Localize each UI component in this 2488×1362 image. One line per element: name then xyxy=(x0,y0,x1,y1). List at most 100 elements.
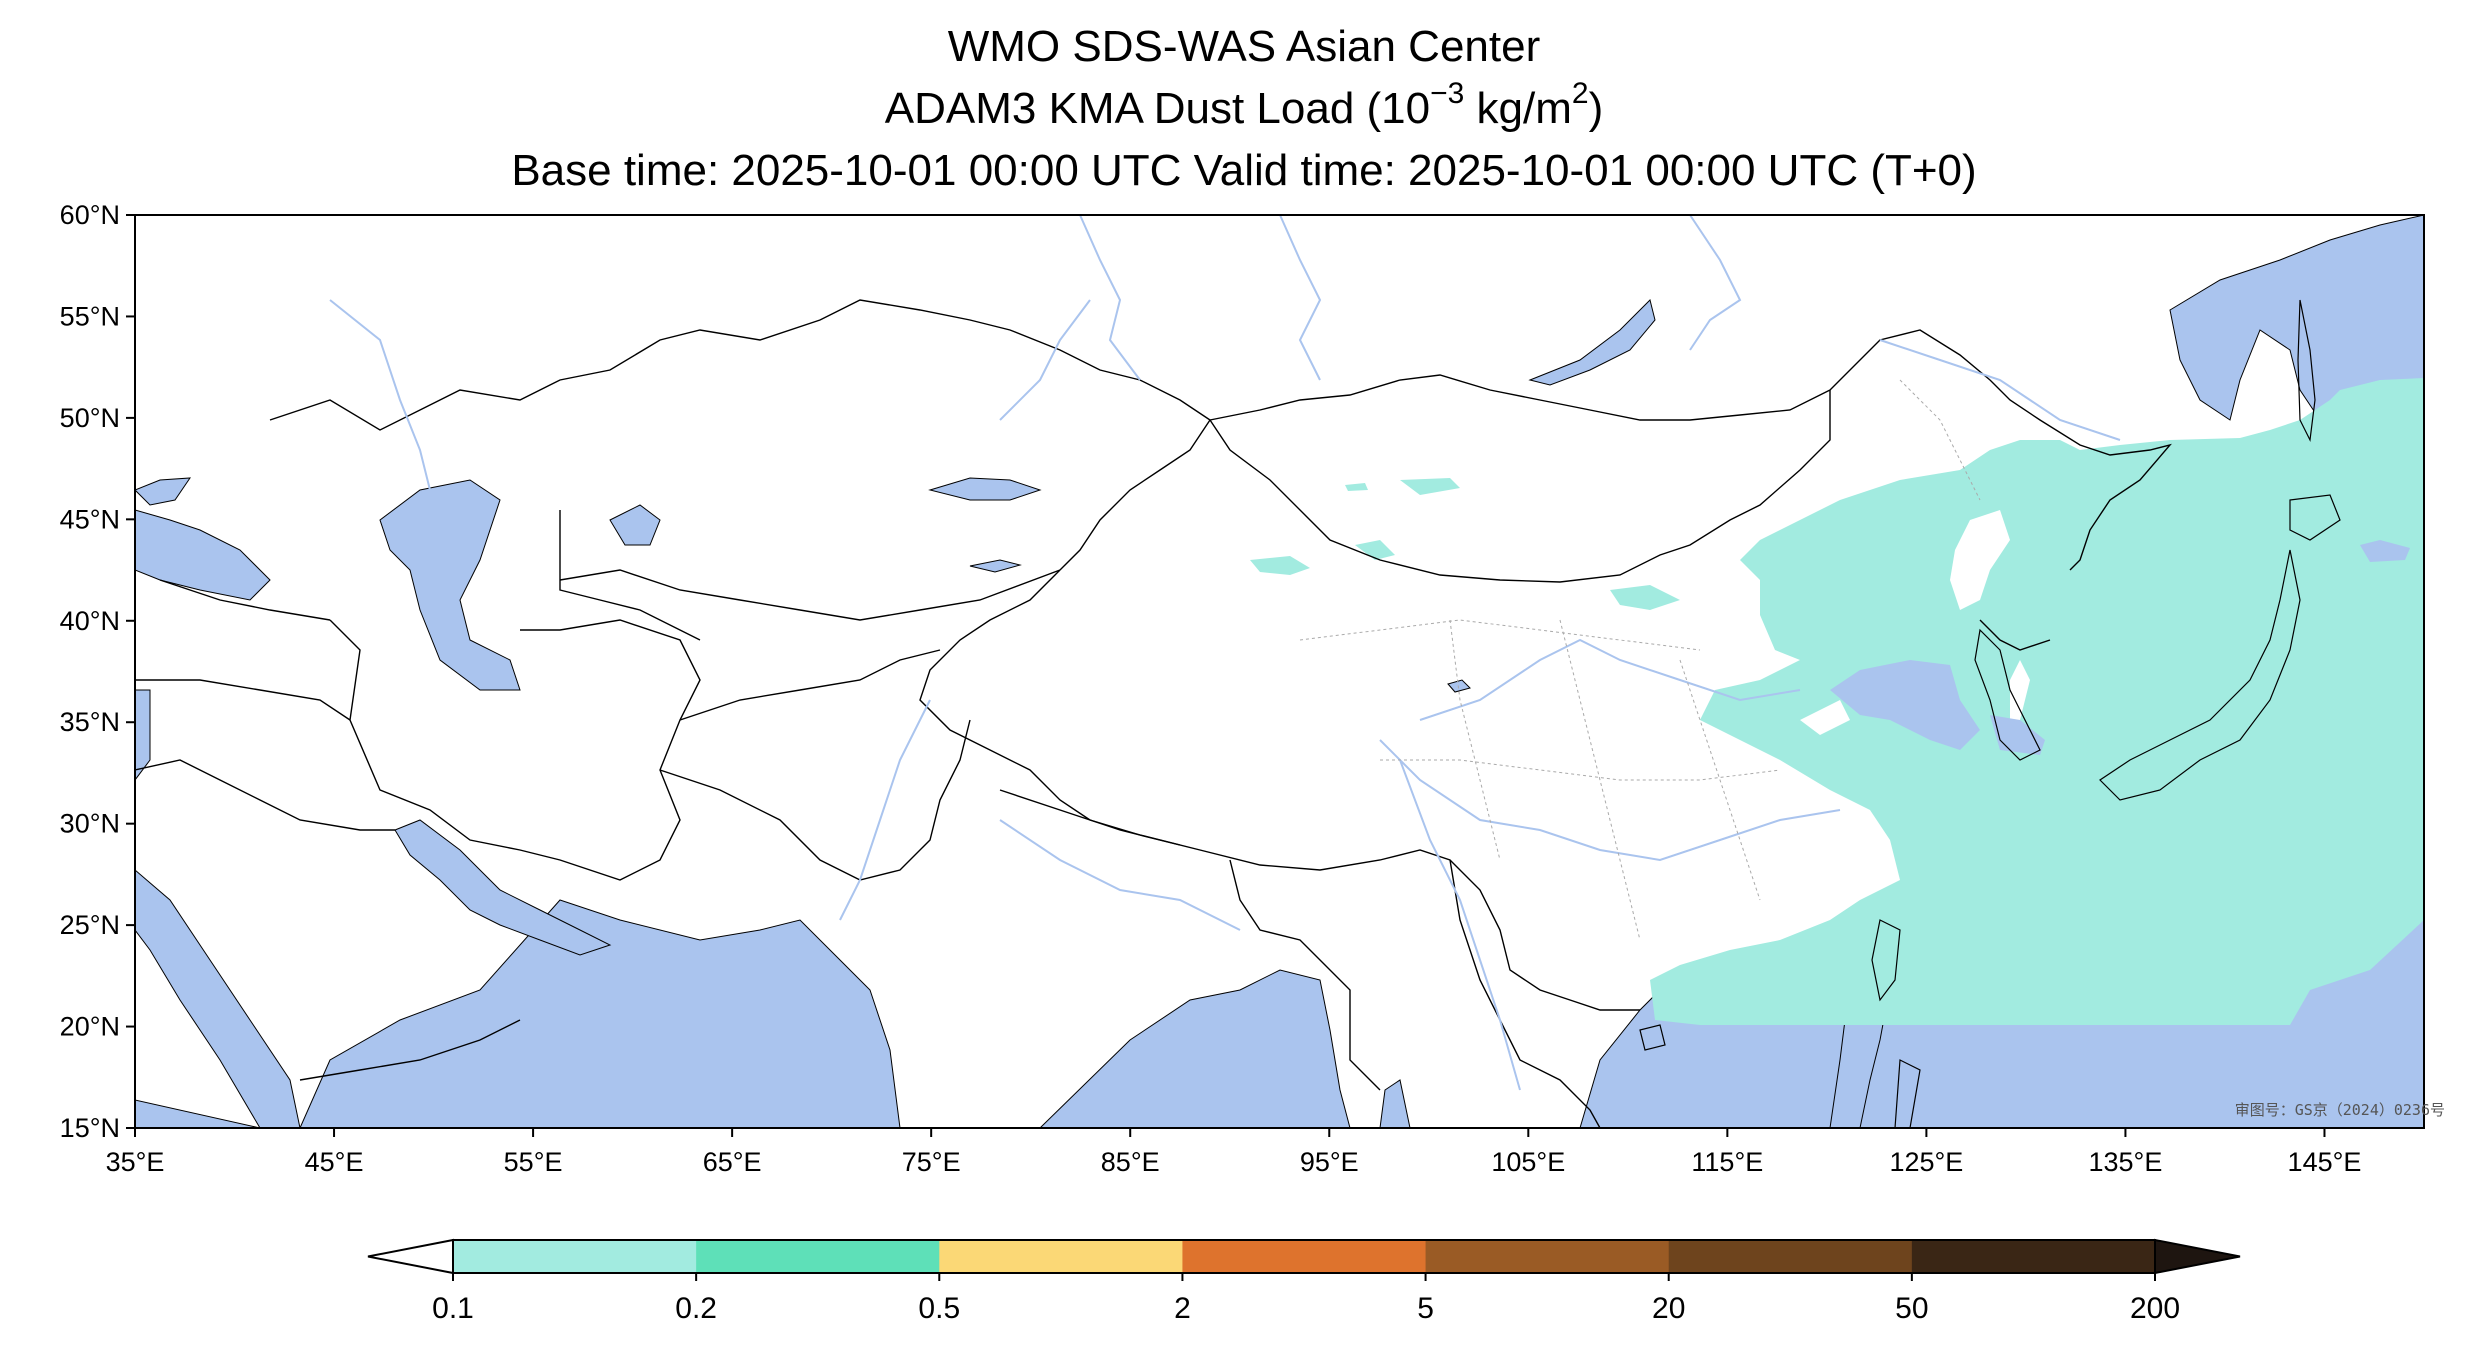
border-india-nepal xyxy=(999,789,1181,846)
x-tick-label: 35°E xyxy=(106,1147,165,1177)
coast-hokkaido xyxy=(2289,494,2341,541)
caspian-sea xyxy=(379,479,521,691)
province-borders xyxy=(1299,379,1981,941)
y-tick-label: 60°N xyxy=(60,200,120,230)
colorbar: 0.1 0.2 0.5 2 5 20 50 200 xyxy=(367,1238,2241,1325)
colorbar-frame xyxy=(452,1239,2156,1274)
persian-gulf xyxy=(394,819,612,956)
border-russia-kazakhstan xyxy=(269,299,1211,431)
colorbar-tick-label: 50 xyxy=(1895,1292,1928,1325)
clear-yellow-sea xyxy=(1800,700,1850,735)
title-line-3: Base time: 2025-10-01 00:00 UTC Valid ti… xyxy=(511,146,1977,195)
dust-main-plume xyxy=(1650,378,2424,1025)
river-yellow xyxy=(1419,638,1801,721)
border-central-asia xyxy=(559,569,1061,621)
colorbar-segment xyxy=(696,1240,940,1273)
black-sea xyxy=(135,509,271,601)
river-yenisei xyxy=(1279,215,1322,381)
border-china-west xyxy=(919,569,1091,821)
y-tick-label: 45°N xyxy=(60,504,120,534)
colorbar-tick-label: 0.5 xyxy=(918,1292,960,1325)
colorbar-segment xyxy=(939,1240,1183,1273)
colorbar-extend-high xyxy=(2154,1238,2241,1275)
colorbar-extend-low xyxy=(367,1238,454,1275)
border-korea xyxy=(1979,619,2051,651)
lake-balkhash xyxy=(928,477,1042,501)
dust-patch-mongolia-1 xyxy=(1400,478,1460,495)
dust-patch-gobi-2 xyxy=(1355,540,1395,560)
x-tick-label: 65°E xyxy=(703,1147,762,1177)
y-tick-label: 55°N xyxy=(60,301,120,331)
title-line-2-suffix: ) xyxy=(1588,84,1604,133)
river-amur xyxy=(1879,339,2121,441)
title-line-2-unit: kg/m xyxy=(1464,84,1572,133)
border-arabia xyxy=(135,759,395,831)
x-tick-label: 135°E xyxy=(2089,1147,2163,1177)
coast-sakhalin xyxy=(2297,299,2316,443)
colorbar-tick-label: 20 xyxy=(1652,1292,1685,1325)
colorbar-segment xyxy=(1911,1240,2156,1273)
x-axis: 35°E 45°E 55°E 65°E 75°E 85°E 95°E 105°E 115°E 12… xyxy=(106,1128,2362,1177)
x-tick-label: 85°E xyxy=(1101,1147,1160,1177)
country-borders xyxy=(135,299,2172,1128)
clear-areas xyxy=(1800,510,2030,735)
colorbar-tick-label: 200 xyxy=(2130,1292,2180,1325)
dust-layer xyxy=(1250,378,2424,1025)
border-mongolia-china xyxy=(1209,390,1831,583)
red-sea xyxy=(135,869,301,1128)
x-tick-label: 105°E xyxy=(1491,1147,1565,1177)
arabian-sea xyxy=(135,899,901,1128)
y-tick-label: 30°N xyxy=(60,809,120,839)
coast-korea xyxy=(1974,628,2041,761)
border-kazakh-uzbek xyxy=(559,510,701,641)
river-mekong xyxy=(1399,759,1521,1091)
map-plot-area xyxy=(135,215,2424,1128)
title-exponent-1: −3 xyxy=(1430,77,1465,111)
x-tick-label: 145°E xyxy=(2288,1147,2362,1177)
border-turkey-iraq xyxy=(135,679,351,721)
border-bangladesh-myanmar xyxy=(1229,859,1381,1091)
border-afghanistan xyxy=(679,649,941,721)
x-tick-label: 115°E xyxy=(1691,1147,1763,1177)
map-approval-watermark: 审图号：GS京（2024）0236号 xyxy=(2235,1101,2445,1119)
x-tick-label: 75°E xyxy=(902,1147,961,1177)
ocean-over-plume xyxy=(1830,540,2410,755)
border-arabia-south xyxy=(299,1019,521,1081)
colorbar-tick-label: 0.2 xyxy=(675,1292,717,1325)
map-frame xyxy=(134,214,2425,1129)
river-ganges xyxy=(999,819,1241,931)
y-axis: 15°N 20°N 25°N 30°N 35°N 40°N 45°N 50°N 55°N 60°N xyxy=(60,200,135,1143)
river-indus xyxy=(839,699,931,921)
y-tick-label: 15°N xyxy=(60,1113,120,1143)
border-kazakhstan-china xyxy=(1059,419,1211,571)
sea-patch-yellow-sea xyxy=(1830,660,1980,750)
title-line-2-prefix: ADAM3 KMA Dust Load (10 xyxy=(884,84,1431,133)
border-pakistan xyxy=(659,719,971,881)
dust-patch-gobi-1 xyxy=(1250,556,1310,575)
clear-korea xyxy=(2010,660,2030,730)
clear-northeast xyxy=(1950,510,2010,610)
river-lena xyxy=(1689,215,1742,351)
bay-of-bengal xyxy=(1039,969,1351,1128)
mediterranean-east xyxy=(135,689,151,781)
border-russia-china-ne xyxy=(1829,329,2172,571)
rivers xyxy=(329,215,2121,1091)
province-border-5 xyxy=(1679,659,1761,901)
province-border-3 xyxy=(1559,619,1641,941)
coast-hainan xyxy=(1639,1024,1666,1051)
river-ob xyxy=(1079,215,1141,381)
colorbar-segment xyxy=(453,1240,697,1273)
border-russia-mongolia xyxy=(1209,374,1831,421)
colorbar-tick-label: 0.1 xyxy=(432,1292,474,1325)
colorbar-segment xyxy=(1182,1240,1427,1273)
aral-sea xyxy=(609,504,661,546)
province-border-2 xyxy=(1449,619,1501,861)
coast-japan xyxy=(2099,549,2301,801)
colorbar-segment xyxy=(1425,1240,1670,1273)
border-caucasus xyxy=(159,579,331,621)
sea-patch-japan xyxy=(2360,540,2410,562)
x-tick-label: 45°E xyxy=(305,1147,364,1177)
title-exponent-2: 2 xyxy=(1571,77,1589,111)
province-border-6 xyxy=(1899,379,1981,501)
